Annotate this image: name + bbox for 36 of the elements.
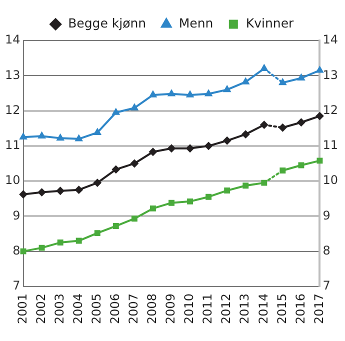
- x-tick-label: 2014: [256, 293, 270, 324]
- y2-tick-label: 7: [322, 278, 330, 293]
- y2-tick-label: 9: [322, 208, 330, 222]
- x-tick-label: 2011: [200, 293, 215, 324]
- y2-tick-label: 10: [322, 173, 338, 188]
- legend-label: Begge kjønn: [68, 16, 146, 30]
- legend-label: Kvinner: [246, 16, 295, 30]
- x-tick-label: 2001: [15, 293, 30, 324]
- y-tick-label: 14: [4, 32, 20, 47]
- y2-tick-label: 14: [322, 32, 338, 47]
- x-tick-label: 2003: [52, 293, 66, 324]
- x-tick-label: 2010: [182, 293, 196, 324]
- x-tick-label: 2013: [238, 293, 252, 324]
- x-tick-label: 2016: [293, 293, 308, 324]
- y-tick-label: 13: [4, 68, 20, 82]
- y2-tick-label: 12: [322, 102, 338, 117]
- x-tick-label: 2012: [219, 293, 234, 324]
- y-tick-label: 11: [4, 138, 20, 152]
- y2-tick-label: 11: [322, 138, 338, 152]
- x-tick-label: 2009: [164, 293, 178, 324]
- x-tick-label: 2008: [145, 293, 160, 324]
- x-tick-label: 2017: [312, 293, 326, 324]
- y-tick-label: 7: [12, 278, 20, 293]
- x-tick-label: 2002: [34, 293, 48, 324]
- x-tick-label: 2007: [126, 293, 141, 324]
- x-tick-label: 2006: [108, 293, 122, 324]
- y-tick-label: 12: [4, 102, 20, 117]
- y-tick-label: 8: [12, 243, 20, 258]
- legend-label: Menn: [178, 16, 214, 30]
- y2-tick-label: 8: [322, 243, 330, 258]
- x-tick-label: 2005: [90, 293, 104, 324]
- y-tick-label: 10: [4, 173, 20, 188]
- x-tick-label: 2015: [274, 293, 289, 324]
- y-tick-label: 9: [12, 208, 20, 222]
- x-tick-label: 2004: [70, 293, 85, 324]
- y2-tick-label: 13: [322, 68, 338, 82]
